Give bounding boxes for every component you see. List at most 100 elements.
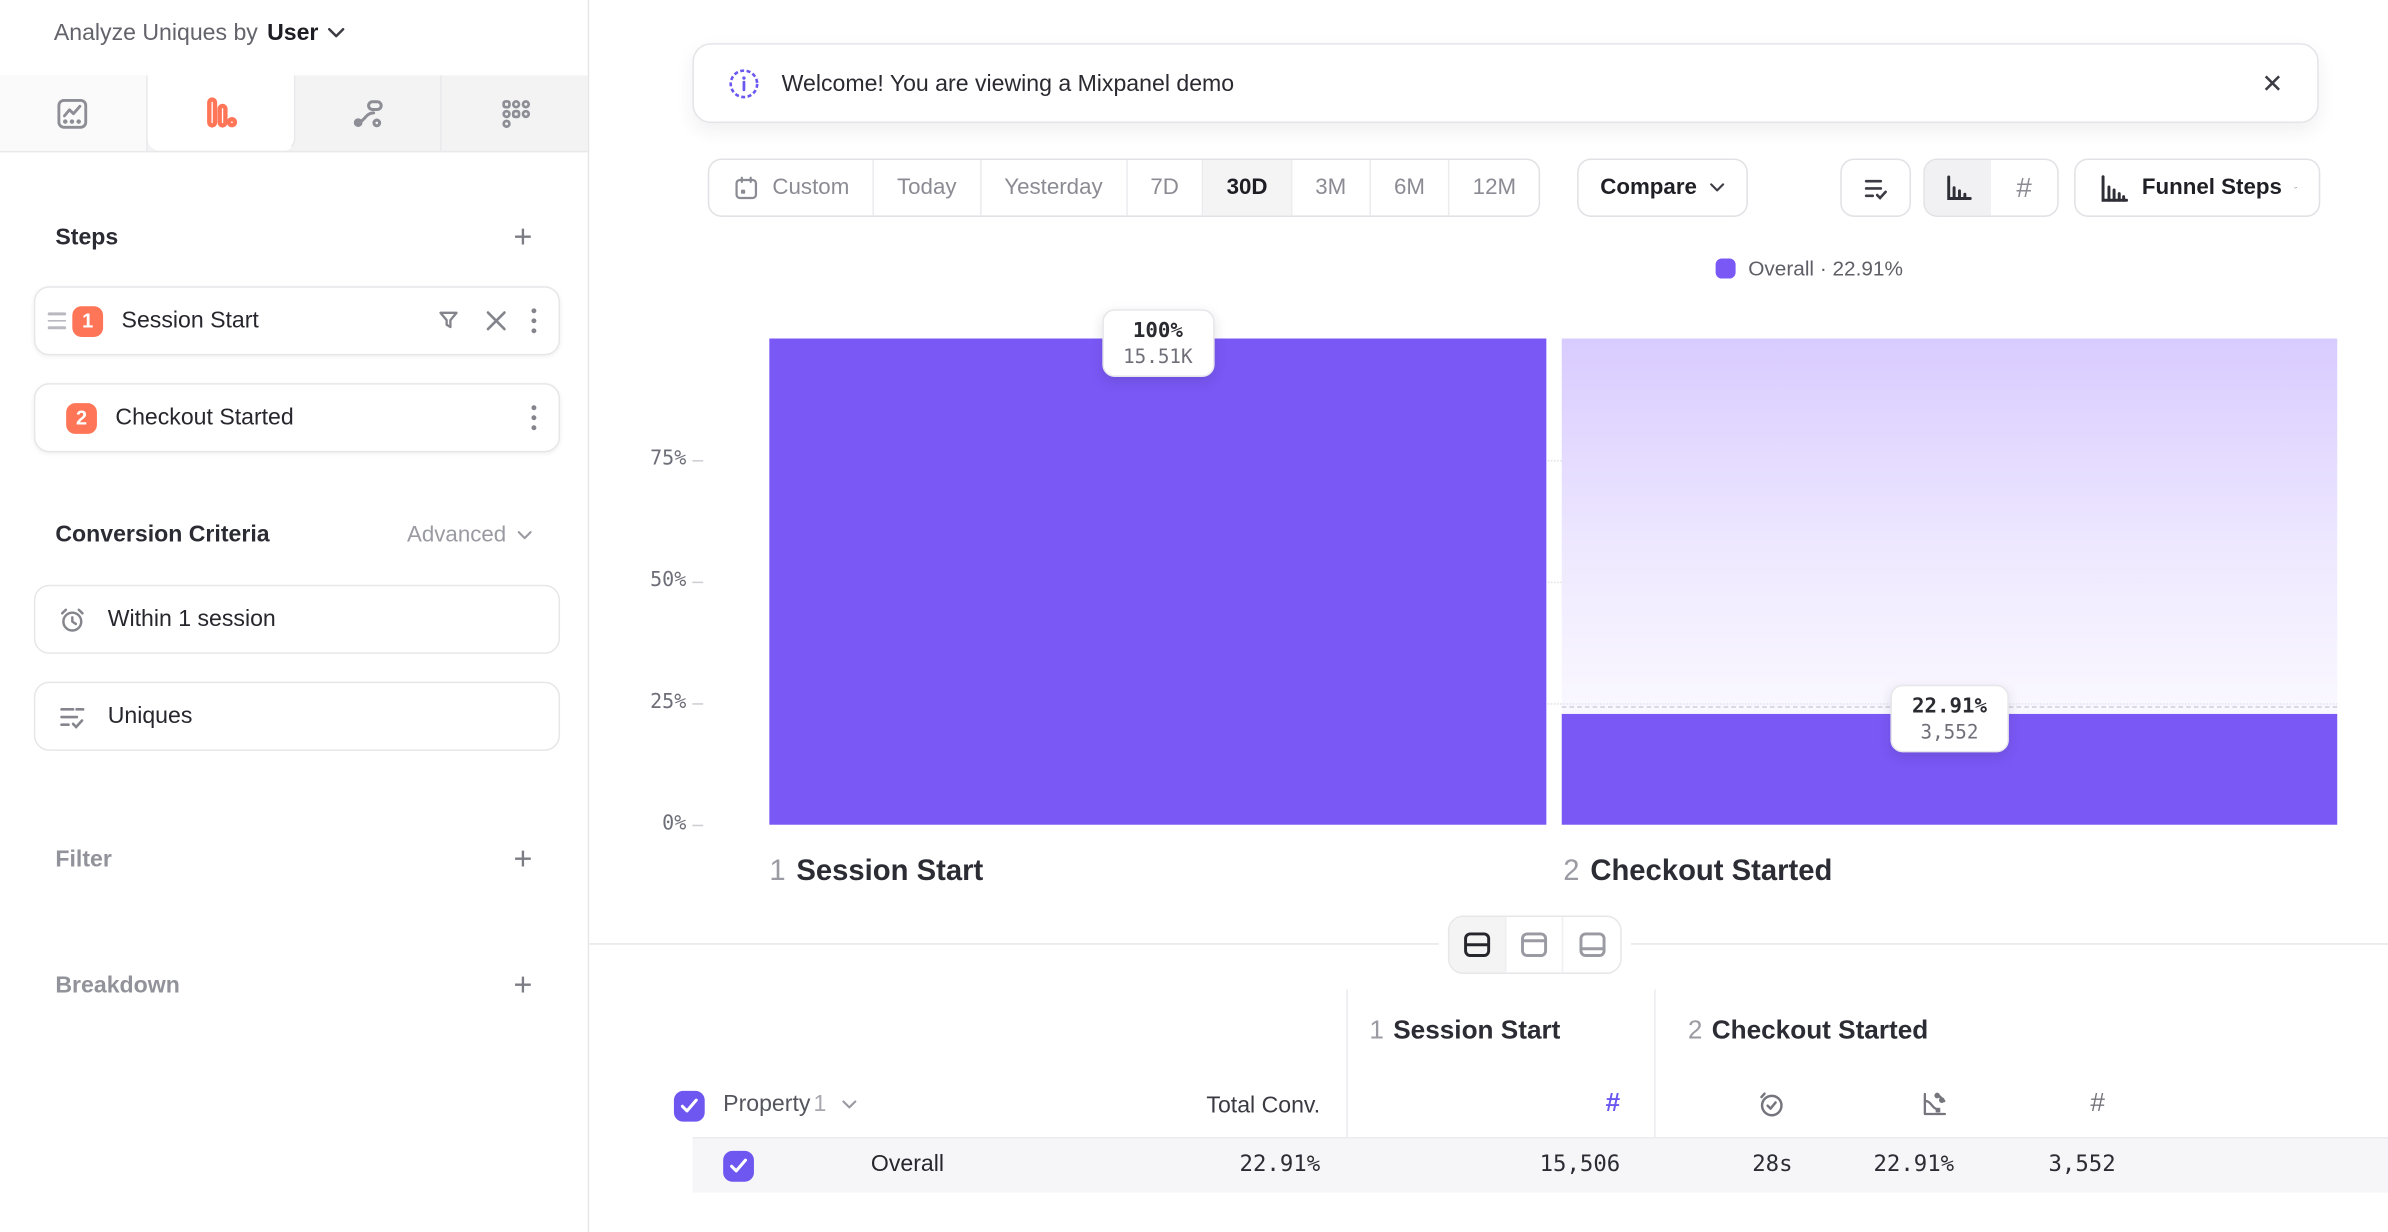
- flows-icon: [349, 95, 386, 132]
- counting-method-label: Uniques: [107, 703, 193, 730]
- welcome-banner: Welcome! You are viewing a Mixpanel demo…: [692, 43, 2319, 124]
- conversion-criteria-header: Conversion Criteria Advanced: [0, 522, 588, 548]
- analyze-uniques-header: Analyze Uniques by User: [0, 0, 588, 46]
- step-options-kebab-icon[interactable]: [531, 308, 537, 334]
- date-range-30d[interactable]: 30D: [1203, 160, 1293, 216]
- converted-count-value: 3,552: [2048, 1152, 2116, 1178]
- funnel-bar-session-start[interactable]: [769, 338, 1547, 825]
- split-view-icon: [1460, 928, 1494, 962]
- compare-button[interactable]: Compare: [1577, 158, 1748, 217]
- add-breakdown-button[interactable]: +: [513, 967, 533, 1004]
- date-range-12m[interactable]: 12M: [1472, 175, 1517, 201]
- bar-value-tooltip: 100% 15.51K: [1101, 309, 1215, 377]
- select-all-checkbox[interactable]: [673, 1090, 705, 1122]
- funnel-column-1[interactable]: 100% 15.51K: [769, 309, 1547, 825]
- time-to-convert-column-icon[interactable]: [1756, 1088, 1788, 1120]
- tab-more-reports[interactable]: [442, 75, 588, 150]
- y-axis-tick-0: 0%: [662, 812, 687, 836]
- funnel-column-2[interactable]: 22.91% 3,552: [1561, 338, 2338, 825]
- conversion-window-card[interactable]: Within 1 session: [33, 584, 561, 654]
- bar-value-tooltip: 22.91% 3,552: [1890, 684, 2009, 752]
- top-panel-view-option[interactable]: [1506, 917, 1564, 973]
- total-conv-column-header[interactable]: Total Conv.: [1206, 1092, 1321, 1119]
- funnel-steps-dropdown[interactable]: Funnel Steps: [2074, 158, 2321, 217]
- remove-step-icon[interactable]: [485, 309, 508, 332]
- session-start-count-value: 15,506: [1539, 1152, 1621, 1178]
- table-row-overall[interactable]: Overall 22.91% 15,506 28s 22.91% 3,552: [692, 1137, 2388, 1193]
- step-name[interactable]: Checkout Started: [115, 404, 294, 431]
- date-range-yesterday[interactable]: Yesterday: [981, 160, 1128, 216]
- row-checkbox[interactable]: [723, 1150, 754, 1182]
- add-step-button[interactable]: +: [513, 220, 533, 256]
- analyze-value-dropdown[interactable]: User: [267, 20, 319, 47]
- list-check-icon: [57, 701, 88, 732]
- y-axis-tick-25: 25%: [650, 690, 687, 714]
- x-axis-label-step-1: 1 Session Start: [769, 855, 984, 888]
- conversion-criteria-title: Conversion Criteria: [55, 521, 270, 548]
- total-conv-value: 22.91%: [1239, 1152, 1321, 1178]
- step-name[interactable]: Session Start: [121, 307, 259, 334]
- date-range-3m[interactable]: 3M: [1292, 160, 1371, 216]
- hash-count-column-icon[interactable]: #: [1605, 1087, 1621, 1118]
- step-card-2[interactable]: 2 Checkout Started: [33, 383, 561, 453]
- date-range-7d[interactable]: 7D: [1127, 160, 1204, 216]
- bottom-panel-view-option[interactable]: [1563, 917, 1620, 972]
- add-filter-button[interactable]: +: [513, 841, 533, 878]
- y-axis-tickmark: [692, 703, 704, 705]
- tab-insights[interactable]: [0, 75, 148, 151]
- hash-icon: #: [2016, 171, 2032, 203]
- number-format-option[interactable]: #: [1991, 160, 2057, 215]
- report-type-tabs: [0, 75, 588, 153]
- chart-toolbar: Custom Today Yesterday 7D 30D 3M 6M 12M …: [692, 158, 2388, 217]
- conversion-rate-column-icon[interactable]: [1919, 1088, 1951, 1120]
- funnel-steps-chart-icon: [2097, 172, 2129, 204]
- step-number-badge: 1: [72, 305, 104, 337]
- advanced-dropdown[interactable]: Advanced: [407, 522, 532, 547]
- main-content: Welcome! You are viewing a Mixpanel demo…: [589, 0, 2388, 1232]
- tab-funnels[interactable]: [147, 75, 295, 151]
- y-axis-tick-50: 50%: [650, 569, 687, 593]
- counting-method-toolbar-button[interactable]: [1840, 158, 1912, 217]
- filter-title: Filter: [55, 846, 112, 873]
- time-to-convert-value: 28s: [1752, 1152, 1793, 1178]
- filter-section-header: Filter +: [0, 843, 588, 875]
- bottom-panel-view-icon: [1575, 928, 1609, 962]
- grid-dots-icon: [496, 95, 533, 132]
- hash-count-column-icon-2[interactable]: #: [2090, 1087, 2105, 1118]
- chart-legend: Overall · 22.91%: [692, 257, 2388, 280]
- bar-chart-icon: [1943, 172, 1974, 203]
- date-range-selector: Custom Today Yesterday 7D 30D 3M 6M 12M: [707, 158, 1541, 217]
- y-axis-tickmark: [692, 581, 704, 584]
- steps-title: Steps: [55, 224, 119, 251]
- conversion-rate-value: 22.91%: [1873, 1152, 1955, 1178]
- analyze-label: Analyze Uniques by: [53, 20, 258, 47]
- y-axis-tickmark: [692, 460, 704, 462]
- y-axis-tickmark: [692, 824, 704, 827]
- date-range-today[interactable]: Today: [874, 160, 982, 216]
- steps-section-header: Steps +: [0, 222, 588, 254]
- step-options-kebab-icon[interactable]: [531, 405, 537, 431]
- date-range-6m[interactable]: 6M: [1371, 160, 1450, 216]
- sidebar: Analyze Uniques by User: [0, 0, 590, 1232]
- close-banner-icon[interactable]: ✕: [2261, 68, 2284, 98]
- date-range-custom[interactable]: Custom: [709, 160, 874, 216]
- drag-handle-icon[interactable]: [47, 312, 67, 330]
- property-dropdown[interactable]: Property 1: [723, 1091, 857, 1117]
- table-group-header-session-start: 1 Session Start: [1369, 1015, 1561, 1045]
- gridline-75: [769, 460, 2338, 462]
- tab-flows[interactable]: [295, 75, 442, 151]
- table-column-divider: [1346, 989, 1348, 1193]
- step-card-1[interactable]: 1 Session Start: [33, 286, 561, 356]
- legend-swatch: [1715, 258, 1736, 279]
- value-format-toggle: #: [1923, 158, 2059, 217]
- top-panel-view-icon: [1517, 928, 1551, 962]
- step-number-badge: 2: [66, 402, 97, 434]
- filter-step-icon[interactable]: [435, 308, 461, 334]
- legend-label: Overall · 22.91%: [1748, 256, 1903, 281]
- counting-method-card[interactable]: Uniques: [33, 681, 561, 751]
- funnel-bars-icon: [202, 94, 239, 131]
- bar-chart-format-option[interactable]: [1924, 160, 1992, 216]
- split-view-option[interactable]: [1449, 917, 1507, 973]
- breakdown-title: Breakdown: [55, 972, 180, 999]
